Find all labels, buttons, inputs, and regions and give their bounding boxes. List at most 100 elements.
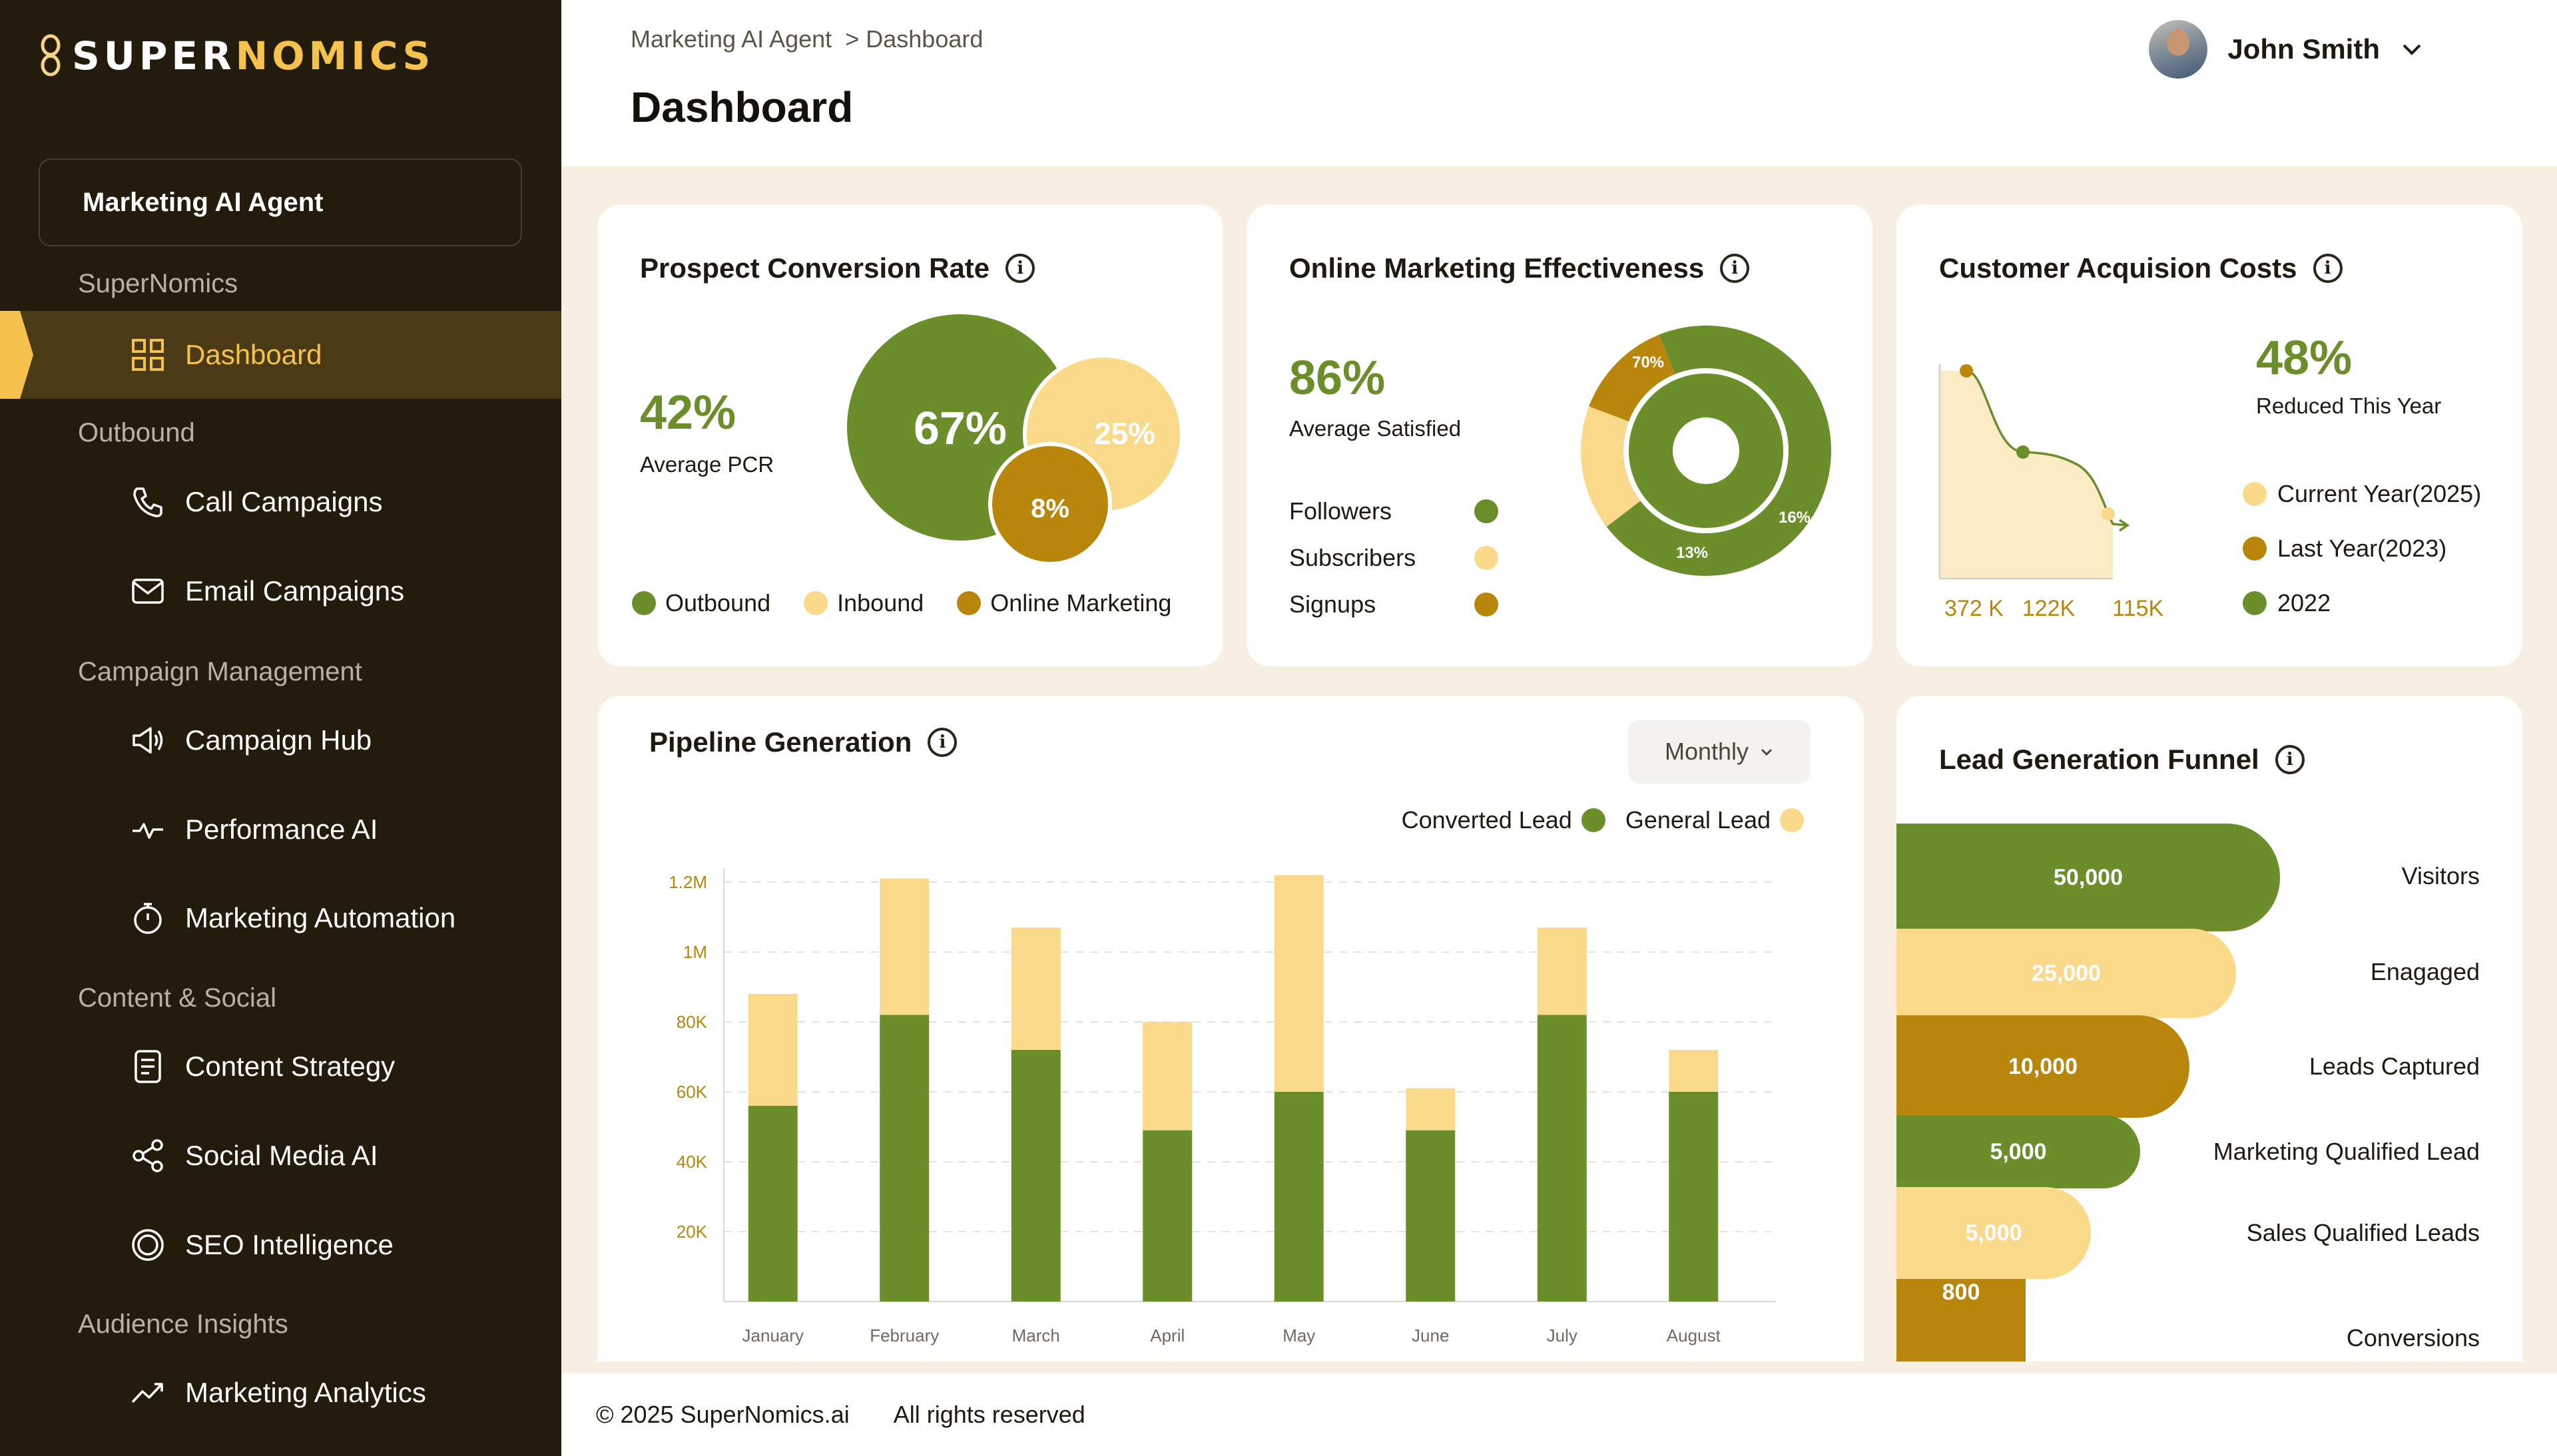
card-pipeline-generation: Pipeline Generation i Monthly Converted … — [597, 696, 1864, 1361]
funnel-bar-leads-captured[interactable]: 10,000 — [1896, 1015, 2189, 1118]
info-icon[interactable]: i — [2313, 254, 2343, 283]
funnel-bar-sql[interactable]: 5,000 — [1896, 1187, 2091, 1279]
donut-segment-signups — [1589, 334, 1675, 422]
pcr-legend: Outbound Inbound Online Marketing — [632, 589, 1171, 617]
legend-item-inbound: Inbound — [804, 589, 924, 617]
sidebar-item-label: Email Campaigns — [185, 575, 405, 607]
info-icon[interactable]: i — [1005, 254, 1035, 283]
ome-donut-chart: 70% 16% 13% — [1581, 326, 1831, 576]
pipeline-legend: Converted Lead General Lead — [1402, 806, 1804, 834]
pcr-bubble-chart: 67% 25% 8% — [847, 314, 1184, 566]
bar-general-lead[interactable] — [748, 994, 798, 1106]
share-icon — [133, 1139, 163, 1172]
brand-name-part2: NOMICS — [235, 33, 435, 79]
sidebar-item-campaign-hub[interactable]: Campaign Hub — [0, 696, 561, 784]
donut-label-followers: 70% — [1632, 354, 1664, 371]
legend-dot — [804, 591, 828, 615]
card-title-text: Online Marketing Effectiveness — [1289, 252, 1705, 284]
sidebar-item-seo-intelligence[interactable]: SEO Intelligence — [0, 1201, 561, 1289]
sidebar-item-label: Dashboard — [185, 339, 322, 370]
ome-value: 86% — [1289, 352, 1386, 405]
x-tick-label: July — [1547, 1326, 1577, 1345]
cac-x-labels: 372 K 122K 115K — [1944, 596, 2163, 622]
cac-value: 48% — [2256, 332, 2353, 385]
section-content-social: Content & Social — [78, 983, 276, 1013]
section-outbound: Outbound — [78, 418, 195, 447]
bar-converted-lead[interactable] — [1143, 1130, 1193, 1302]
info-icon[interactable]: i — [928, 728, 958, 757]
breadcrumb-root[interactable]: Marketing AI Agent — [631, 25, 832, 53]
legend-item-signups: Signups — [1289, 591, 1498, 618]
trending-up-icon — [131, 1383, 163, 1403]
card-prospect-conversion-rate: Prospect Conversion Rate i 42% Average P… — [597, 204, 1223, 666]
bar-general-lead[interactable] — [1669, 1050, 1719, 1092]
funnel-bar-visitors[interactable]: 50,000 — [1896, 824, 2280, 931]
sidebar-item-label: Marketing Analytics — [185, 1377, 426, 1408]
bar-converted-lead[interactable] — [1274, 1092, 1324, 1302]
chevron-down-icon[interactable] — [2400, 37, 2424, 61]
bar-general-lead[interactable] — [1274, 875, 1324, 1092]
bar-general-lead[interactable] — [1011, 927, 1061, 1050]
legend-item-subscribers: Subscribers — [1289, 544, 1498, 572]
bar-converted-lead[interactable] — [748, 1106, 798, 1302]
bar-converted-lead[interactable] — [1537, 1015, 1587, 1302]
funnel-value: 5,000 — [1965, 1220, 2022, 1246]
sidebar: SUPERNOMICS Marketing AI Agent SuperNomi… — [0, 0, 561, 1456]
card-lead-generation-funnel: Lead Generation Funnel i 50,000 25,000 1… — [1896, 696, 2522, 1361]
card-online-marketing-effectiveness: Online Marketing Effectiveness i 86% Ave… — [1247, 204, 1872, 666]
megaphone-icon — [133, 727, 163, 754]
legend-dot — [2243, 537, 2267, 561]
bar-converted-lead[interactable] — [880, 1015, 930, 1302]
donut-inner-ring — [1623, 368, 1789, 533]
legend-item-outbound: Outbound — [632, 589, 770, 617]
card-title: Customer Acquision Costs i — [1939, 252, 2343, 284]
period-select[interactable]: Monthly — [1628, 720, 1811, 784]
pcr-value: 42% — [640, 386, 736, 439]
sidebar-item-marketing-analytics[interactable]: Marketing Analytics — [0, 1349, 561, 1437]
sidebar-item-performance-ai[interactable]: Performance AI — [0, 786, 561, 873]
brand-logo[interactable]: SUPERNOMICS — [39, 33, 434, 79]
sidebar-item-content-strategy[interactable]: Content Strategy — [0, 1023, 561, 1110]
bar-converted-lead[interactable] — [1669, 1092, 1719, 1302]
sidebar-item-dashboard[interactable]: Dashboard — [0, 311, 561, 399]
legend-label: Current Year(2025) — [2277, 480, 2482, 507]
card-title: Online Marketing Effectiveness i — [1289, 252, 1750, 284]
sidebar-item-label: Performance AI — [185, 814, 378, 845]
bar-converted-lead[interactable] — [1406, 1130, 1456, 1302]
user-name[interactable]: John Smith — [2227, 33, 2380, 65]
funnel-label-leads-captured: Leads Captured — [2309, 1053, 2480, 1080]
legend-label: 2022 — [2277, 589, 2331, 616]
sidebar-item-label: SEO Intelligence — [185, 1229, 394, 1260]
footer-rights: All rights reserved — [893, 1401, 1085, 1428]
cac-label: Reduced This Year — [2256, 393, 2442, 418]
funnel-bar-conversions[interactable]: 800 — [1896, 1279, 2026, 1361]
legend-label: Outbound — [665, 589, 771, 616]
funnel-bar-mql[interactable]: 5,000 — [1896, 1115, 2140, 1188]
brand-name-part1: SUPER — [72, 33, 236, 79]
cac-point-last — [2016, 445, 2030, 459]
legend-item-followers: Followers — [1289, 497, 1498, 525]
sidebar-item-social-media-ai[interactable]: Social Media AI — [0, 1112, 561, 1200]
user-menu[interactable]: John Smith — [2149, 20, 2424, 79]
sidebar-item-call-campaigns[interactable]: Call Campaigns — [0, 458, 561, 546]
bar-general-lead[interactable] — [1406, 1088, 1456, 1130]
funnel-value: 50,000 — [2054, 864, 2123, 890]
info-icon[interactable]: i — [2275, 745, 2305, 774]
y-tick-label: 1M — [683, 942, 707, 962]
legend-label: Subscribers — [1289, 544, 1416, 571]
sidebar-item-marketing-automation[interactable]: Marketing Automation — [0, 874, 561, 962]
bar-converted-lead[interactable] — [1011, 1050, 1061, 1302]
avatar[interactable] — [2149, 20, 2208, 79]
agent-selector[interactable]: Marketing AI Agent — [39, 158, 522, 246]
footer: © 2025 SuperNomics.ai All rights reserve… — [561, 1373, 2557, 1456]
bar-general-lead[interactable] — [1537, 927, 1587, 1015]
sidebar-item-email-campaigns[interactable]: Email Campaigns — [0, 547, 561, 635]
target-icon — [132, 1229, 164, 1261]
info-icon[interactable]: i — [1720, 254, 1750, 283]
phone-icon — [133, 487, 162, 517]
bar-general-lead[interactable] — [880, 878, 930, 1015]
cac-x-label: 122K — [2022, 596, 2076, 621]
funnel-bar-engaged[interactable]: 25,000 — [1896, 929, 2236, 1018]
bar-general-lead[interactable] — [1143, 1022, 1193, 1130]
donut-label-subscribers: 16% — [1779, 509, 1811, 527]
